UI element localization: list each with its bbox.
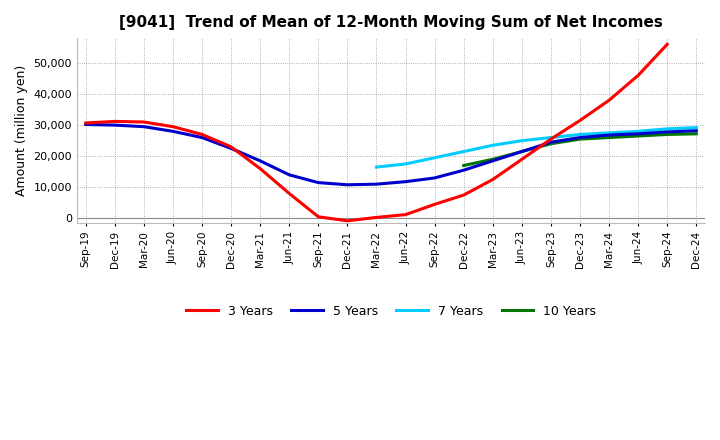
Y-axis label: Amount (million yen): Amount (million yen) bbox=[15, 65, 28, 196]
Title: [9041]  Trend of Mean of 12-Month Moving Sum of Net Incomes: [9041] Trend of Mean of 12-Month Moving … bbox=[119, 15, 663, 30]
Legend: 3 Years, 5 Years, 7 Years, 10 Years: 3 Years, 5 Years, 7 Years, 10 Years bbox=[181, 300, 600, 323]
